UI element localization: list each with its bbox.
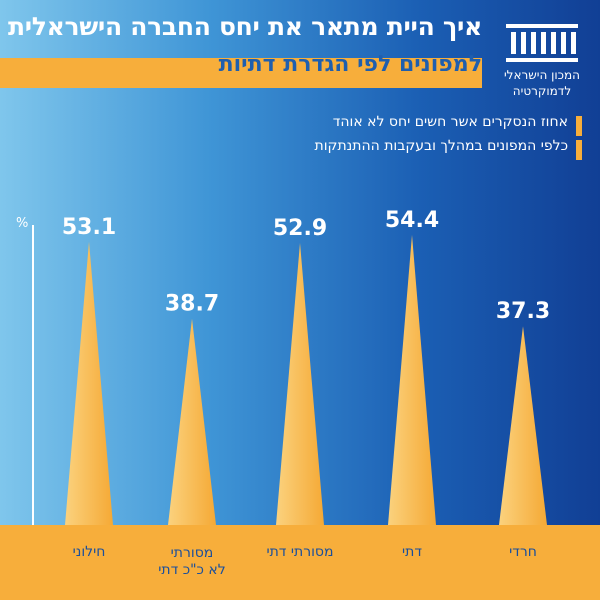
category-label: מסורתי [171,545,214,561]
data-label: 54.4 [385,208,439,233]
category-label: חילוני [73,544,106,560]
data-label: 53.1 [62,215,116,240]
title-highlight-band [0,58,482,88]
logo-text-line-2: לדמוקרטיה [512,84,572,98]
category-label: חרדי [509,544,537,560]
subtitle-marker-1 [576,116,582,136]
category-label: דתי [402,544,422,560]
subtitle-line-2: כלפי המפונים במהלך ובעקבות ההתנתקות [314,138,568,154]
bar-spike [499,326,547,525]
bar-spike [388,234,436,525]
logo-text-line-1: המכון הישראלי [503,68,580,82]
title-line-1: איך היית מתאר את יחס החברה הישראלית [7,12,482,41]
category-band [0,525,600,600]
data-label: 38.7 [165,292,219,317]
title-line-2: למפונים לפי הגדרת דתיות [218,52,482,77]
subtitle-line-1: אחוז הנסקרים אשר חשים יחס לא אוהד [332,114,568,130]
y-axis-label: % [16,216,28,231]
bar-spike [276,242,324,525]
institute-logo-icon [506,24,578,62]
subtitle-marker-2 [576,140,582,160]
bar-spike [65,241,113,526]
bar-spike [168,318,216,525]
category-label: לא כ"כ דתי [158,562,225,578]
data-label: 37.3 [496,299,550,324]
data-label: 52.9 [273,216,327,241]
category-label: מסורתי דתי [266,544,333,560]
